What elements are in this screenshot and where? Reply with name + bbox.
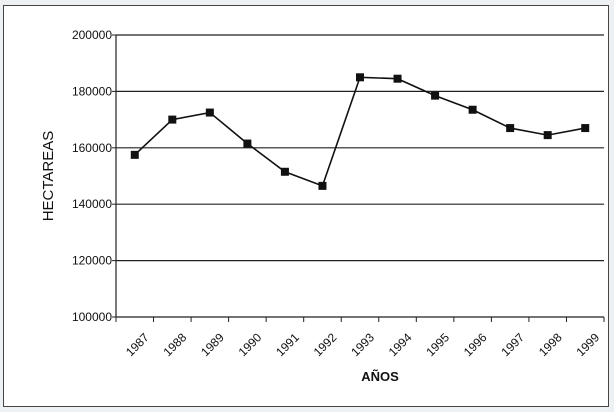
- line-chart: 100000 120000 140000 160000 180000 200000 1987…: [40, 28, 605, 384]
- data-point-marker: [393, 74, 402, 83]
- data-point-marker: [506, 124, 515, 133]
- gridlines: [116, 34, 604, 318]
- x-tick-label: 1989: [198, 330, 227, 359]
- data-point-marker: [130, 150, 139, 159]
- chart-frame: 100000 120000 140000 160000 180000 200000 1987…: [3, 5, 609, 407]
- data-point-marker: [581, 124, 590, 133]
- data-series: [130, 73, 590, 190]
- y-tick-label: 200000: [72, 28, 112, 42]
- x-tick-label: 1998: [536, 330, 565, 359]
- axes: [112, 34, 605, 322]
- series-line: [134, 76, 586, 187]
- data-point-marker: [356, 73, 364, 82]
- x-tick-label: 1992: [311, 330, 340, 359]
- x-tick-label: 1993: [348, 330, 377, 359]
- x-tick-label: 1997: [498, 330, 527, 359]
- x-tick-label: 1994: [386, 330, 415, 359]
- data-point-marker: [205, 108, 214, 117]
- x-tick-label: 1995: [423, 330, 452, 359]
- data-point-marker: [468, 105, 477, 114]
- x-tick-label: 1996: [461, 330, 490, 359]
- y-tick-label: 140000: [72, 197, 112, 211]
- y-tick-label: 100000: [72, 310, 112, 324]
- tick-labels: 100000 120000 140000 160000 180000 200000 1987…: [72, 28, 603, 359]
- data-point-marker: [543, 131, 552, 140]
- data-point-marker: [280, 167, 289, 176]
- data-point-marker: [243, 139, 252, 148]
- data-point-marker: [168, 115, 177, 124]
- y-axis-title: HECTAREAS: [40, 131, 57, 222]
- y-tick-label: 120000: [72, 254, 112, 268]
- y-tick-label: 160000: [72, 141, 112, 155]
- x-tick-label: 1991: [273, 330, 302, 359]
- x-axis-title: AÑOS: [361, 369, 399, 384]
- data-point-marker: [431, 91, 440, 100]
- x-tick-label: 1987: [123, 330, 152, 359]
- data-point-marker: [318, 181, 327, 190]
- y-tick-label: 180000: [72, 84, 112, 98]
- x-tick-label: 1988: [161, 330, 190, 359]
- x-tick-label: 1999: [573, 330, 602, 359]
- x-tick-label: 1990: [236, 330, 265, 359]
